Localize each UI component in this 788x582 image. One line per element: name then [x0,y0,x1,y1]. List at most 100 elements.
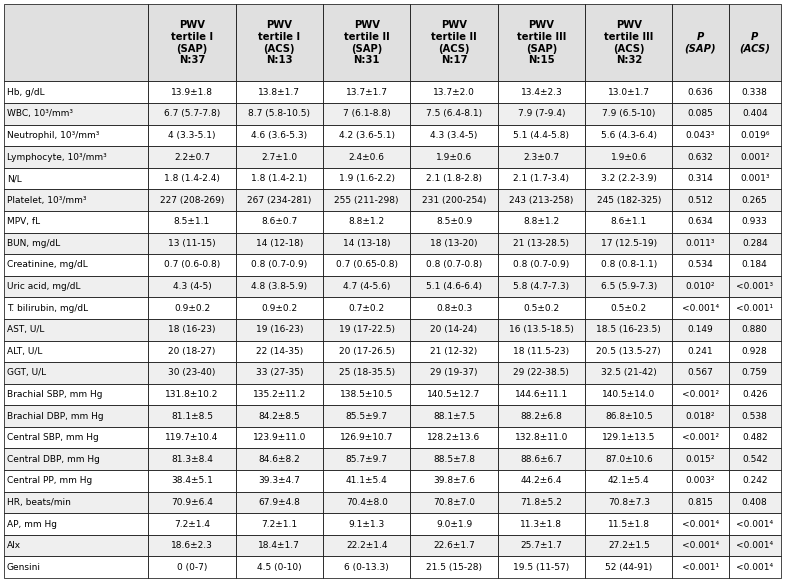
Bar [498,297,585,319]
Bar [729,427,781,449]
Bar [498,492,585,513]
Bar [323,427,411,449]
Text: 0.011³: 0.011³ [686,239,716,248]
Text: <0.001⁴: <0.001⁴ [736,520,773,528]
Text: Gensini: Gensini [7,563,41,572]
Text: 18 (13-20): 18 (13-20) [430,239,478,248]
Bar [672,146,729,168]
Bar [672,81,729,103]
Bar [4,168,148,189]
Text: 8.6±0.7: 8.6±0.7 [261,217,297,226]
Text: 4 (3.3-5.1): 4 (3.3-5.1) [168,131,216,140]
Bar [236,276,323,297]
Bar [672,254,729,276]
Bar [323,449,411,470]
Text: 88.6±6.7: 88.6±6.7 [520,455,563,464]
Text: 135.2±11.2: 135.2±11.2 [253,390,306,399]
Text: BUN, mg/dL: BUN, mg/dL [7,239,60,248]
Bar [672,103,729,125]
Text: 0.7±0.2: 0.7±0.2 [348,304,385,313]
Bar [585,449,672,470]
Bar [672,513,729,535]
Text: 129.1±13.5: 129.1±13.5 [602,433,656,442]
Text: 126.9±10.7: 126.9±10.7 [340,433,393,442]
Text: PWV
tertile III
(ACS)
N:32: PWV tertile III (ACS) N:32 [604,20,653,65]
Bar [148,125,236,146]
Bar [236,492,323,513]
Text: Hb, g/dL: Hb, g/dL [7,88,45,97]
Bar [236,340,323,362]
Bar [4,146,148,168]
Bar [411,556,498,578]
Text: 70.9±6.4: 70.9±6.4 [171,498,213,507]
Bar [323,254,411,276]
Text: 227 (208-269): 227 (208-269) [160,196,224,205]
Bar [411,513,498,535]
Bar [148,211,236,233]
Text: 0.928: 0.928 [742,347,768,356]
Text: 44.2±6.4: 44.2±6.4 [521,476,562,485]
Bar [585,254,672,276]
Bar [4,4,148,81]
Text: 88.2±6.8: 88.2±6.8 [521,411,563,421]
Bar [4,297,148,319]
Bar [148,103,236,125]
Text: <0.001¹: <0.001¹ [682,563,719,572]
Bar [585,384,672,405]
Text: PWV
tertile I
(SAP)
N:37: PWV tertile I (SAP) N:37 [171,20,213,65]
Bar [411,233,498,254]
Bar [672,405,729,427]
Text: 18.4±1.7: 18.4±1.7 [258,541,300,550]
Text: 8.5±0.9: 8.5±0.9 [436,217,472,226]
Bar [411,427,498,449]
Text: 22.6±1.7: 22.6±1.7 [433,541,475,550]
Bar [411,319,498,340]
Bar [498,384,585,405]
Text: 0.634: 0.634 [688,217,713,226]
Text: 84.2±8.5: 84.2±8.5 [258,411,300,421]
Bar [236,449,323,470]
Bar [498,405,585,427]
Text: 32.5 (21-42): 32.5 (21-42) [601,368,656,377]
Bar [729,125,781,146]
Text: 0.085: 0.085 [688,109,713,118]
Bar [585,211,672,233]
Text: 1.9±0.6: 1.9±0.6 [611,152,647,162]
Text: 231 (200-254): 231 (200-254) [422,196,486,205]
Bar [236,103,323,125]
Text: 5.6 (4.3-6.4): 5.6 (4.3-6.4) [600,131,656,140]
Text: 0.404: 0.404 [742,109,768,118]
Text: ALT, U/L: ALT, U/L [7,347,43,356]
Text: <0.001⁴: <0.001⁴ [682,520,719,528]
Text: 67.9±4.8: 67.9±4.8 [258,498,300,507]
Text: MPV, fL: MPV, fL [7,217,40,226]
Bar [4,470,148,492]
Text: 128.2±13.6: 128.2±13.6 [427,433,481,442]
Text: 0.482: 0.482 [742,433,768,442]
Text: 0.241: 0.241 [688,347,713,356]
Text: 4.2 (3.6-5.1): 4.2 (3.6-5.1) [339,131,395,140]
Bar [411,492,498,513]
Bar [585,4,672,81]
Bar [585,125,672,146]
Bar [672,535,729,556]
Text: <0.001⁴: <0.001⁴ [682,304,719,313]
Bar [411,384,498,405]
Text: 0.933: 0.933 [742,217,768,226]
Bar [585,492,672,513]
Bar [672,449,729,470]
Text: 0.567: 0.567 [688,368,713,377]
Text: <0.001⁴: <0.001⁴ [682,541,719,550]
Bar [323,319,411,340]
Bar [323,556,411,578]
Bar [411,340,498,362]
Text: 7.9 (6.5-10): 7.9 (6.5-10) [602,109,656,118]
Text: 5.8 (4.7-7.3): 5.8 (4.7-7.3) [513,282,570,291]
Text: 0.314: 0.314 [688,174,713,183]
Bar [411,405,498,427]
Bar [672,384,729,405]
Bar [672,211,729,233]
Bar [236,254,323,276]
Text: 7.9 (7-9.4): 7.9 (7-9.4) [518,109,565,118]
Text: T. bilirubin, mg/dL: T. bilirubin, mg/dL [7,304,88,313]
